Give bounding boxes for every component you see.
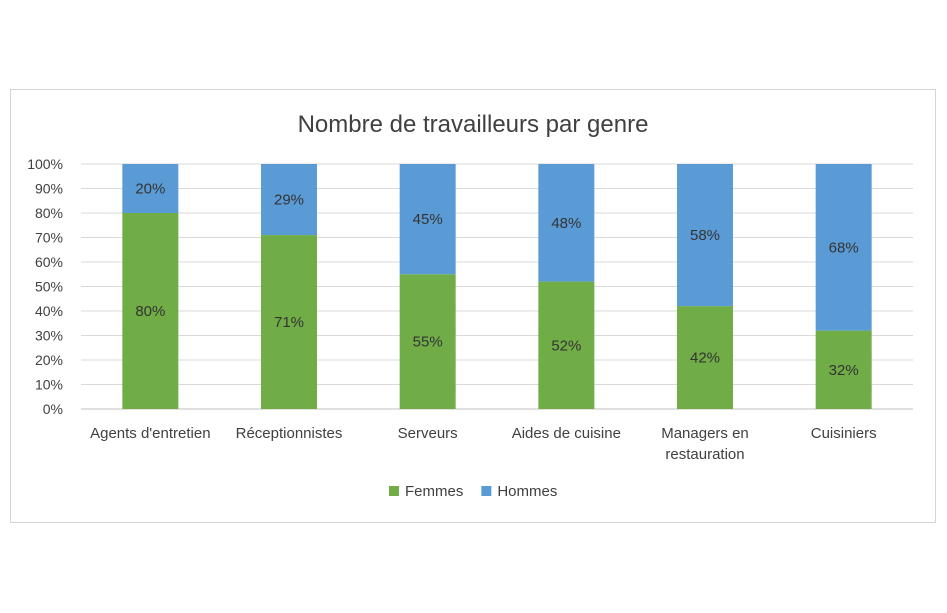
chart-frame: Nombre de travailleurs par genre 0% 10% 20… — [10, 89, 936, 523]
bar-segment-hommes — [122, 164, 179, 213]
bar-segment-hommes — [399, 164, 456, 275]
y-axis: 0% 10% 20% 30% 40% 50% 60% 70% 80% 90% 100% — [27, 156, 63, 417]
bar-segment-femmes — [677, 306, 733, 409]
y-tick-label: 50% — [35, 279, 63, 295]
bar-segment-femmes — [261, 235, 317, 409]
legend-label: Femmes — [405, 483, 463, 500]
data-label: 42% — [690, 350, 720, 367]
category-label: Managers en — [661, 425, 749, 442]
bar-segment-hommes — [815, 164, 872, 331]
y-tick-label: 100% — [27, 156, 63, 172]
data-label: 29% — [274, 192, 304, 209]
gridlines — [81, 163, 913, 410]
stacked-bar-chart: Nombre de travailleurs par genre 0% 10% 20… — [27, 111, 913, 500]
y-tick-label: 60% — [35, 254, 63, 270]
data-label: 52% — [551, 337, 581, 354]
category-label: Agents d'entretien — [90, 425, 210, 442]
legend-swatch-hommes — [481, 486, 492, 496]
bar-segment-femmes — [538, 281, 595, 409]
bars: 80% 20% 71% 29% 55% 45% 52% 48% 42% 58% 32% 68% — [122, 164, 872, 409]
x-axis: Agents d'entretien Réceptionnistes Serveur… — [90, 425, 876, 463]
bar-segment-femmes — [399, 274, 456, 409]
data-label: 48% — [551, 215, 581, 232]
legend-label: Hommes — [497, 483, 557, 500]
category-label: Cuisiniers — [811, 425, 877, 442]
category-label: Réceptionnistes — [236, 425, 343, 442]
category-label: restauration — [665, 446, 744, 463]
y-tick-label: 90% — [35, 181, 63, 197]
legend-swatch-femmes — [389, 486, 399, 496]
data-label: 32% — [829, 362, 859, 379]
category-label: Aides de cuisine — [512, 425, 621, 442]
y-tick-label: 0% — [43, 401, 63, 417]
chart-title: Nombre de travailleurs par genre — [298, 111, 649, 138]
y-tick-label: 30% — [35, 328, 63, 344]
bar-segment-femmes — [815, 330, 872, 409]
data-label: 55% — [413, 334, 443, 351]
legend: Femmes Hommes — [389, 483, 557, 500]
data-label: 20% — [135, 181, 165, 198]
data-label: 45% — [413, 211, 443, 228]
data-label: 58% — [690, 227, 720, 244]
y-tick-label: 40% — [35, 303, 63, 319]
category-label: Serveurs — [398, 425, 458, 442]
data-label: 71% — [274, 314, 304, 331]
y-tick-label: 20% — [35, 352, 63, 368]
data-label: 80% — [135, 303, 165, 320]
bar-segment-hommes — [538, 164, 595, 282]
y-tick-label: 80% — [35, 205, 63, 221]
y-tick-label: 10% — [35, 377, 63, 393]
data-label: 68% — [829, 239, 859, 256]
bar-segment-hommes — [677, 164, 733, 307]
bar-segment-hommes — [261, 164, 317, 236]
bar-segment-femmes — [122, 213, 179, 409]
y-tick-label: 70% — [35, 230, 63, 246]
